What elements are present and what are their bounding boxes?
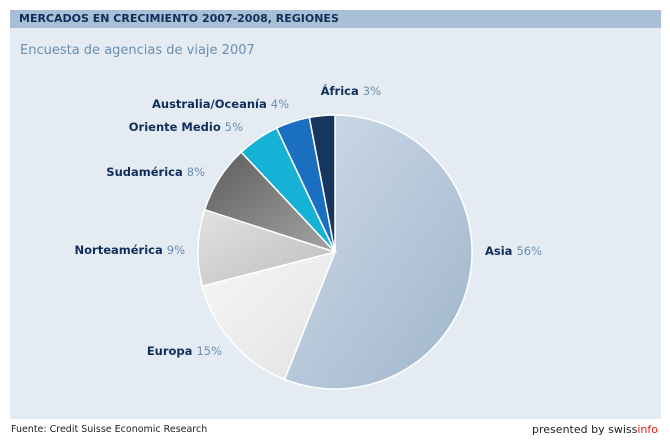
pie-slice-europa bbox=[201, 250, 337, 381]
brand-swiss: swiss bbox=[608, 423, 638, 436]
slice-label-australia-oceania: Australia/Oceanía 4% bbox=[152, 97, 289, 111]
pie-slice-africa bbox=[308, 114, 336, 253]
slice-label-asia: Asia 56% bbox=[485, 244, 542, 258]
slice-label-norteamerica: Norteamérica 9% bbox=[75, 243, 186, 257]
chart-panel: MERCADOS EN CRECIMIENTO 2007-2008, REGIO… bbox=[10, 10, 661, 419]
slice-label-africa: África 3% bbox=[321, 83, 381, 98]
brand-info: info bbox=[637, 423, 658, 436]
pie-chart: Asia 56% Europa 15% Norteamérica 9% Sudamér… bbox=[75, 83, 542, 390]
chart-subtitle: Encuesta de agencias de viaje 2007 bbox=[20, 43, 255, 58]
source-note: Fuente: Credit Suisse Economic Research bbox=[11, 424, 208, 435]
pie-slice-asia bbox=[283, 114, 473, 390]
slice-label-oriente-medio: Oriente Medio 5% bbox=[129, 120, 243, 134]
slice-label-sudamerica: Sudamérica 8% bbox=[106, 165, 205, 179]
presented-by[interactable]: presented by swissinfo bbox=[532, 423, 658, 436]
chart-title: MERCADOS EN CRECIMIENTO 2007-2008, REGIO… bbox=[10, 10, 661, 28]
presented-by-text: presented by bbox=[532, 423, 609, 436]
slice-label-europa: Europa 15% bbox=[147, 344, 222, 358]
